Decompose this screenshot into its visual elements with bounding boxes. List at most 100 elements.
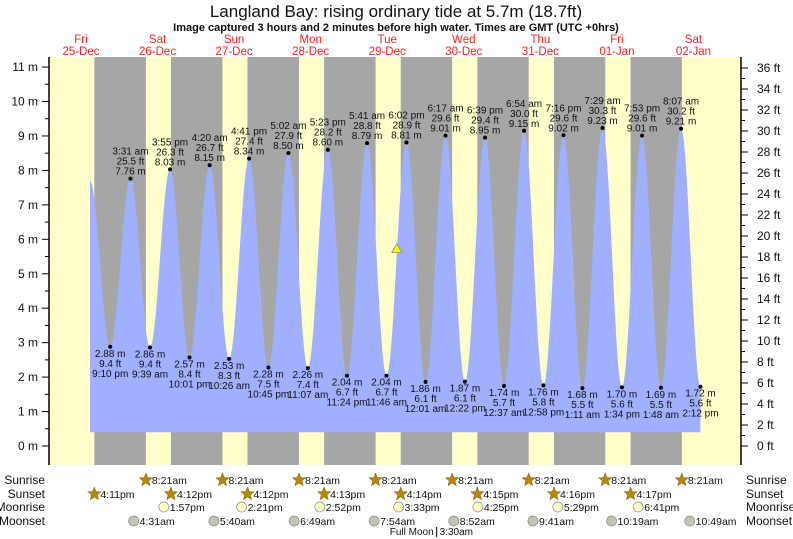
low-label-m: 2.53 m xyxy=(214,361,245,372)
high-label-ft: 27.4 ft xyxy=(235,137,263,148)
low-label-ft: 5.8 ft xyxy=(532,397,554,408)
high-water-point xyxy=(522,128,527,133)
sunrise-time: 8:21am xyxy=(535,475,570,487)
high-label-time: 5:41 am xyxy=(349,111,385,122)
low-label-ft: 7.4 ft xyxy=(297,380,319,391)
low-label-m: 2.88 m xyxy=(95,349,126,360)
low-label-ft: 6.7 ft xyxy=(336,388,358,399)
day-label-dow: Sun xyxy=(224,34,244,46)
high-water-point xyxy=(247,156,252,161)
sunset-time: 4:12pm xyxy=(177,489,212,501)
high-label-ft: 29.6 ft xyxy=(432,114,460,125)
low-label-ft: 6.1 ft xyxy=(454,394,476,405)
sunset-sun-icon xyxy=(240,486,255,501)
high-label-time: 3:55 pm xyxy=(152,137,188,148)
high-water-point xyxy=(404,140,409,145)
high-label-m: 9.01 m xyxy=(430,124,461,135)
moonset-time: 9:41am xyxy=(539,516,574,528)
moonrise-moon-icon xyxy=(632,501,644,513)
high-label-ft: 28.2 ft xyxy=(314,128,342,139)
low-label-time: 1:34 pm xyxy=(604,409,640,420)
right-axis-label: 22 ft xyxy=(757,208,781,222)
high-water-point xyxy=(128,176,133,181)
low-label-ft: 5.5 ft xyxy=(571,400,593,411)
moonrise-time: 1:57pm xyxy=(170,502,205,514)
high-label-time: 4:41 pm xyxy=(231,127,267,138)
day-label-date: 27-Dec xyxy=(216,46,253,58)
low-label-m: 1.74 m xyxy=(489,388,520,399)
sunrise-time: 8:21am xyxy=(688,475,723,487)
sunset-row-label-left: Sunset xyxy=(8,487,46,501)
low-label-m: 2.04 m xyxy=(371,378,402,389)
moonrise-moon-icon xyxy=(472,501,484,513)
high-water-point xyxy=(325,147,330,152)
high-water-point xyxy=(600,126,605,131)
high-label-time: 6:02 pm xyxy=(388,110,424,121)
moonset-time: 4:31am xyxy=(140,516,175,528)
left-axis-label: 5 m xyxy=(18,267,38,281)
chart-subtitle: Image captured 3 hours and 2 minutes bef… xyxy=(173,22,619,34)
high-label-time: 7:16 pm xyxy=(545,103,581,114)
low-label-m: 1.69 m xyxy=(646,390,677,401)
high-label-ft: 26.7 ft xyxy=(196,143,224,154)
high-label-ft: 30.3 ft xyxy=(589,106,617,117)
low-label-ft: 9.4 ft xyxy=(139,359,161,370)
low-label-ft: 5.6 ft xyxy=(611,399,633,410)
low-label-ft: 9.4 ft xyxy=(99,359,121,370)
low-label-m: 2.28 m xyxy=(253,369,284,380)
right-axis-label: 8 ft xyxy=(757,355,774,369)
low-label-ft: 5.5 ft xyxy=(650,400,672,411)
moonset-moon-icon xyxy=(527,515,539,527)
low-water-point xyxy=(227,356,232,361)
moonset-time: 6:49am xyxy=(300,516,335,528)
sunset-sun-icon xyxy=(623,486,638,501)
low-label-time: 2:12 pm xyxy=(682,409,718,420)
moonset-row-label-left: Moonset xyxy=(0,514,46,528)
sunrise-sun-icon xyxy=(138,472,154,487)
sunrise-sun-icon xyxy=(521,472,537,487)
low-label-m: 1.76 m xyxy=(528,387,559,398)
moonrise-moon-icon xyxy=(158,501,170,513)
high-label-m: 8.79 m xyxy=(352,131,383,142)
low-label-time: 10:45 pm xyxy=(248,389,290,400)
moonset-moon-icon xyxy=(128,515,140,527)
moonset-moon-icon xyxy=(606,515,617,527)
sunset-row-label-right: Sunset xyxy=(746,487,784,501)
sunrise-time: 8:21am xyxy=(228,475,263,487)
low-water-point xyxy=(384,373,389,378)
low-label-time: 10:26 am xyxy=(208,381,250,392)
left-axis-label: 10 m xyxy=(11,95,38,109)
high-label-ft: 30.0 ft xyxy=(510,109,538,120)
high-label-ft: 29.6 ft xyxy=(550,113,578,124)
right-axis-label: 24 ft xyxy=(757,187,781,201)
moonrise-moon-icon xyxy=(314,501,326,513)
low-label-m: 1.68 m xyxy=(567,390,598,401)
low-label-time: 12:37 am xyxy=(483,408,525,419)
low-water-point xyxy=(541,383,546,388)
sunset-time: 4:17pm xyxy=(637,489,672,501)
right-axis-label: 2 ft xyxy=(757,418,774,432)
moonrise-time: 3:33pm xyxy=(405,502,440,514)
high-label-m: 8.81 m xyxy=(391,130,422,141)
moonrise-row-label-left: Moonrise xyxy=(0,500,45,514)
low-label-time: 9:39 am xyxy=(132,369,168,380)
high-label-ft: 27.9 ft xyxy=(275,131,303,142)
low-label-time: 12:01 am xyxy=(405,404,447,415)
high-label-ft: 28.8 ft xyxy=(353,121,381,132)
high-label-time: 6:39 pm xyxy=(467,106,503,117)
high-water-point xyxy=(443,133,448,138)
sunrise-row-label-left: Sunrise xyxy=(4,473,45,487)
moonset-time: 10:19am xyxy=(618,516,659,528)
low-label-ft: 5.7 ft xyxy=(493,398,515,409)
moonrise-time: 2:21pm xyxy=(248,502,283,514)
low-water-point xyxy=(502,384,507,389)
left-axis-label: 6 m xyxy=(18,232,38,246)
high-label-ft: 26.3 ft xyxy=(156,147,184,158)
day-label-date: 29-Dec xyxy=(369,46,406,58)
sunset-sun-icon xyxy=(316,486,332,501)
sunrise-time: 8:21am xyxy=(382,475,417,487)
low-label-m: 1.72 m xyxy=(685,389,716,400)
low-water-point xyxy=(423,379,428,384)
sunrise-sun-icon xyxy=(444,472,460,487)
